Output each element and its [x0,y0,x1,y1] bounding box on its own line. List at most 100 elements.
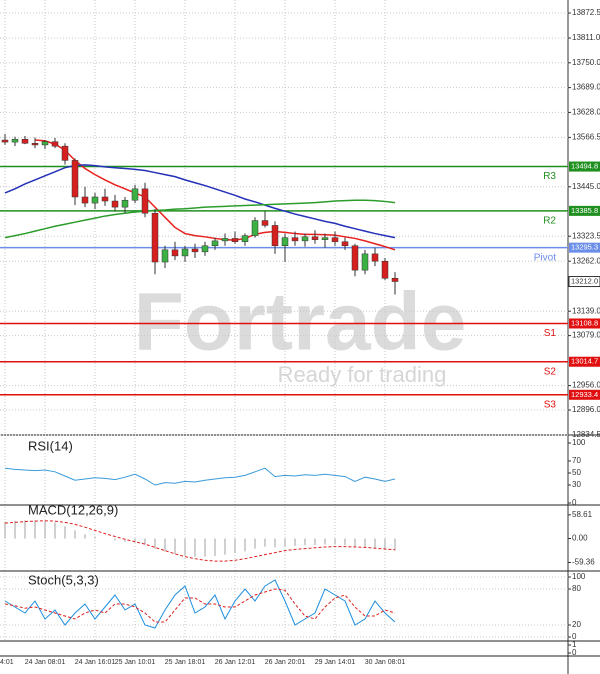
y-tick-label: 58.61 [572,510,593,519]
candle-body [291,237,299,242]
candle-body [21,138,29,144]
y-tick-label: 13750.0 [572,58,600,67]
level-name: S2 [544,366,557,377]
level-value: 13014.7 [571,357,598,366]
candle-body [11,138,19,143]
level-value-box [569,161,600,172]
x-tick-label: 26 Jan 20:01 [265,659,306,666]
last-price-box [568,276,600,288]
level-value-box [569,205,600,216]
y-tick-label: 50 [572,468,581,477]
level-value-box [569,356,600,367]
y-tick-label: 30 [572,480,581,489]
candle-body [181,248,189,257]
level-value-box [569,242,600,253]
candle-body [331,237,339,242]
y-tick-label: 12834.5 [572,430,600,439]
y-tick-label: 13139.0 [572,306,600,315]
y-tick-label: 13079.0 [572,331,600,340]
x-tick-label: 24 Jan 08:01 [25,659,66,666]
x-tick-label: 25 Jan 18:01 [165,659,206,666]
candle-body [251,220,259,236]
panel-title: MACD(12,26,9) [28,502,118,517]
y-tick-label: 0 [572,648,577,657]
candle-body [121,199,129,208]
candle-body [111,200,119,208]
candle-body [281,237,289,247]
y-tick-label: 13445.0 [572,182,600,191]
level-name: R3 [543,171,556,182]
y-tick-label: 0 [572,498,577,507]
y-tick-label: 100 [572,438,586,447]
candle-body [101,196,109,202]
watermark-tagline: Ready for trading [278,362,447,387]
candle-body [261,220,269,226]
candle-body [391,278,399,282]
indicator-line [4,579,396,629]
candle-body [131,188,139,201]
x-tick-label: 4:01 [0,659,14,666]
x-tick-label: 24 Jan 16:01 [75,659,116,666]
y-tick-label: 13811.0 [572,33,600,42]
x-tick-label: 26 Jan 12:01 [215,659,256,666]
candle-body [341,241,349,247]
candle-body [141,188,149,214]
panel-title: Stoch(5,3,3) [28,572,99,587]
level-value-box [569,389,600,400]
y-tick-label: 12956.0 [572,381,600,390]
y-tick-label: 13689.0 [572,83,600,92]
candle-body [241,235,249,242]
candle-body [301,236,309,242]
level-value: 13295.3 [571,243,598,252]
candle-body [201,245,209,253]
candle-body [271,225,279,247]
candle-body [81,196,89,204]
y-tick-label: -59.36 [572,558,595,567]
candle-body [231,238,239,242]
y-tick-label: 13262.0 [572,256,600,265]
indicator-line [4,520,396,562]
level-value: 13108.8 [571,318,598,327]
candle-body [31,143,39,146]
x-tick-label: 25 Jan 10:01 [115,659,156,666]
candle-body [61,145,69,161]
y-tick-label: 13323.5 [572,231,600,240]
x-tick-label: 29 Jan 14:01 [315,659,356,666]
level-value: 13494.8 [571,162,598,171]
candle-body [171,249,179,257]
y-tick-label: 13566.5 [572,133,600,142]
indicator-line [4,467,396,486]
panel-title: RSI(14) [28,438,73,453]
level-name: S1 [544,328,557,339]
y-tick-label: 0.00 [572,534,588,543]
candle-body [151,212,159,263]
candle-body [351,245,359,271]
ma-line [4,199,396,239]
y-tick-label: 12896.0 [572,405,600,414]
candle-body [161,249,169,263]
candle-body [41,141,49,146]
candle-body [221,238,229,242]
level-name: R2 [543,216,556,227]
candle-body [381,260,389,279]
level-name: S3 [544,399,557,410]
watermark-brand: Fortrade [134,277,467,368]
level-value-box [569,318,600,329]
candle-body [371,253,379,262]
y-tick-label: 0 [572,632,577,641]
candle-body [191,248,199,253]
candle-body [361,253,369,271]
candle-body [51,141,59,147]
level-name: Pivot [534,252,556,263]
ma-line [4,164,396,239]
y-tick-label: 1 [572,640,577,649]
candle-body [1,139,9,143]
last-price-label: 13212.0 [571,277,598,286]
x-tick-label: 30 Jan 08:01 [365,659,406,666]
level-value: 12933.4 [571,390,598,399]
candle-body [71,160,79,198]
candle-body [211,240,219,247]
level-value: 13385.8 [571,206,598,215]
